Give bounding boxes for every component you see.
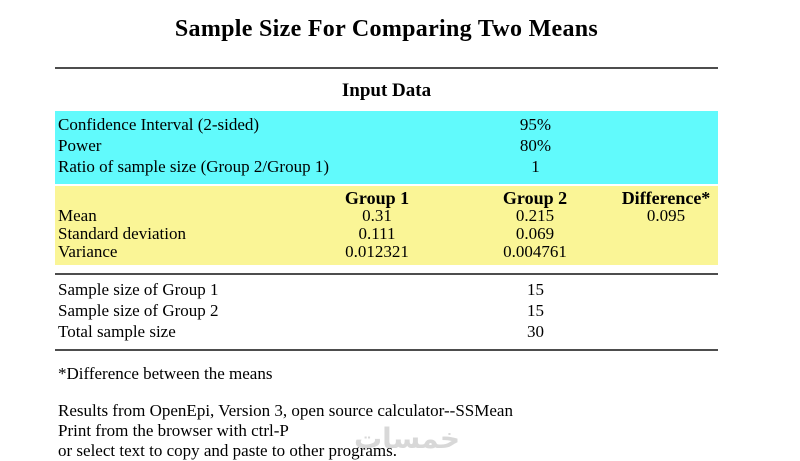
sd-group1-value: 0.111 xyxy=(358,224,396,243)
sd-difference-value xyxy=(614,225,718,243)
result-row-group2: Sample size of Group 2 15 xyxy=(58,300,718,321)
results-page: Sample Size For Comparing Two Means Inpu… xyxy=(55,0,718,461)
ratio-value: 1 xyxy=(531,157,540,176)
mean-difference-value: 0.095 xyxy=(646,206,686,225)
input-row-power: Power 80% xyxy=(58,135,718,156)
sample-size-group1-value: 15 xyxy=(527,280,544,299)
results-bottom-divider xyxy=(55,349,718,351)
table-row-variance: Variance 0.012321 0.004761 xyxy=(58,243,718,261)
difference-footnote: *Difference between the means xyxy=(58,364,273,383)
empty-corner-cell xyxy=(58,189,298,207)
variance-group1-value: 0.012321 xyxy=(345,242,409,261)
result-row-total: Total sample size 30 xyxy=(58,321,718,342)
footer-line-source: Results from OpenEpi, Version 3, open so… xyxy=(58,401,513,420)
power-label: Power xyxy=(58,136,102,155)
mean-group2-value: 0.215 xyxy=(515,206,555,225)
variance-label: Variance xyxy=(58,242,118,261)
table-row-mean: Mean 0.31 0.215 0.095 xyxy=(58,207,718,225)
difference-column-header: Difference* xyxy=(621,188,711,208)
footer-line-copy: or select text to copy and paste to othe… xyxy=(58,441,397,460)
input-row-confidence: Confidence Interval (2-sided) 95% xyxy=(58,114,718,135)
top-divider xyxy=(55,67,718,69)
sd-group2-value: 0.069 xyxy=(515,224,555,243)
page-title: Sample Size For Comparing Two Means xyxy=(174,16,599,42)
groups-table: Group 1 Group 2 Difference* Mean 0.31 0.… xyxy=(55,186,718,265)
result-row-group1: Sample size of Group 1 15 xyxy=(58,279,718,300)
sample-size-group1-label: Sample size of Group 1 xyxy=(58,280,219,299)
ratio-label: Ratio of sample size (Group 2/Group 1) xyxy=(58,157,329,176)
input-data-panel: Confidence Interval (2-sided) 95% Power … xyxy=(55,111,718,184)
total-sample-size-label: Total sample size xyxy=(58,322,176,341)
power-value: 80% xyxy=(519,136,552,155)
group2-column-header: Group 2 xyxy=(502,188,568,208)
group1-column-header: Group 1 xyxy=(344,188,410,208)
variance-group2-value: 0.004761 xyxy=(503,242,567,261)
footer-text: Results from OpenEpi, Version 3, open so… xyxy=(55,401,718,461)
sample-size-group2-value: 15 xyxy=(527,301,544,320)
input-row-ratio: Ratio of sample size (Group 2/Group 1) 1 xyxy=(58,156,718,177)
khamsat-watermark: خمسات xyxy=(354,422,461,455)
total-sample-size-value: 30 xyxy=(527,322,544,341)
table-row-standard-deviation: Standard deviation 0.111 0.069 xyxy=(58,225,718,243)
standard-deviation-label: Standard deviation xyxy=(58,224,186,243)
mean-label: Mean xyxy=(58,206,97,225)
variance-difference-value xyxy=(614,243,718,261)
confidence-interval-value: 95% xyxy=(519,115,552,134)
sample-size-group2-label: Sample size of Group 2 xyxy=(58,301,219,320)
input-data-heading: Input Data xyxy=(341,80,432,101)
confidence-interval-label: Confidence Interval (2-sided) xyxy=(58,115,260,134)
mean-group1-value: 0.31 xyxy=(362,206,392,225)
groups-header-row: Group 1 Group 2 Difference* xyxy=(58,189,718,207)
results-top-divider xyxy=(55,273,718,275)
footer-line-print: Print from the browser with ctrl-P xyxy=(58,421,289,440)
results-panel: Sample size of Group 1 15 Sample size of… xyxy=(55,276,718,344)
